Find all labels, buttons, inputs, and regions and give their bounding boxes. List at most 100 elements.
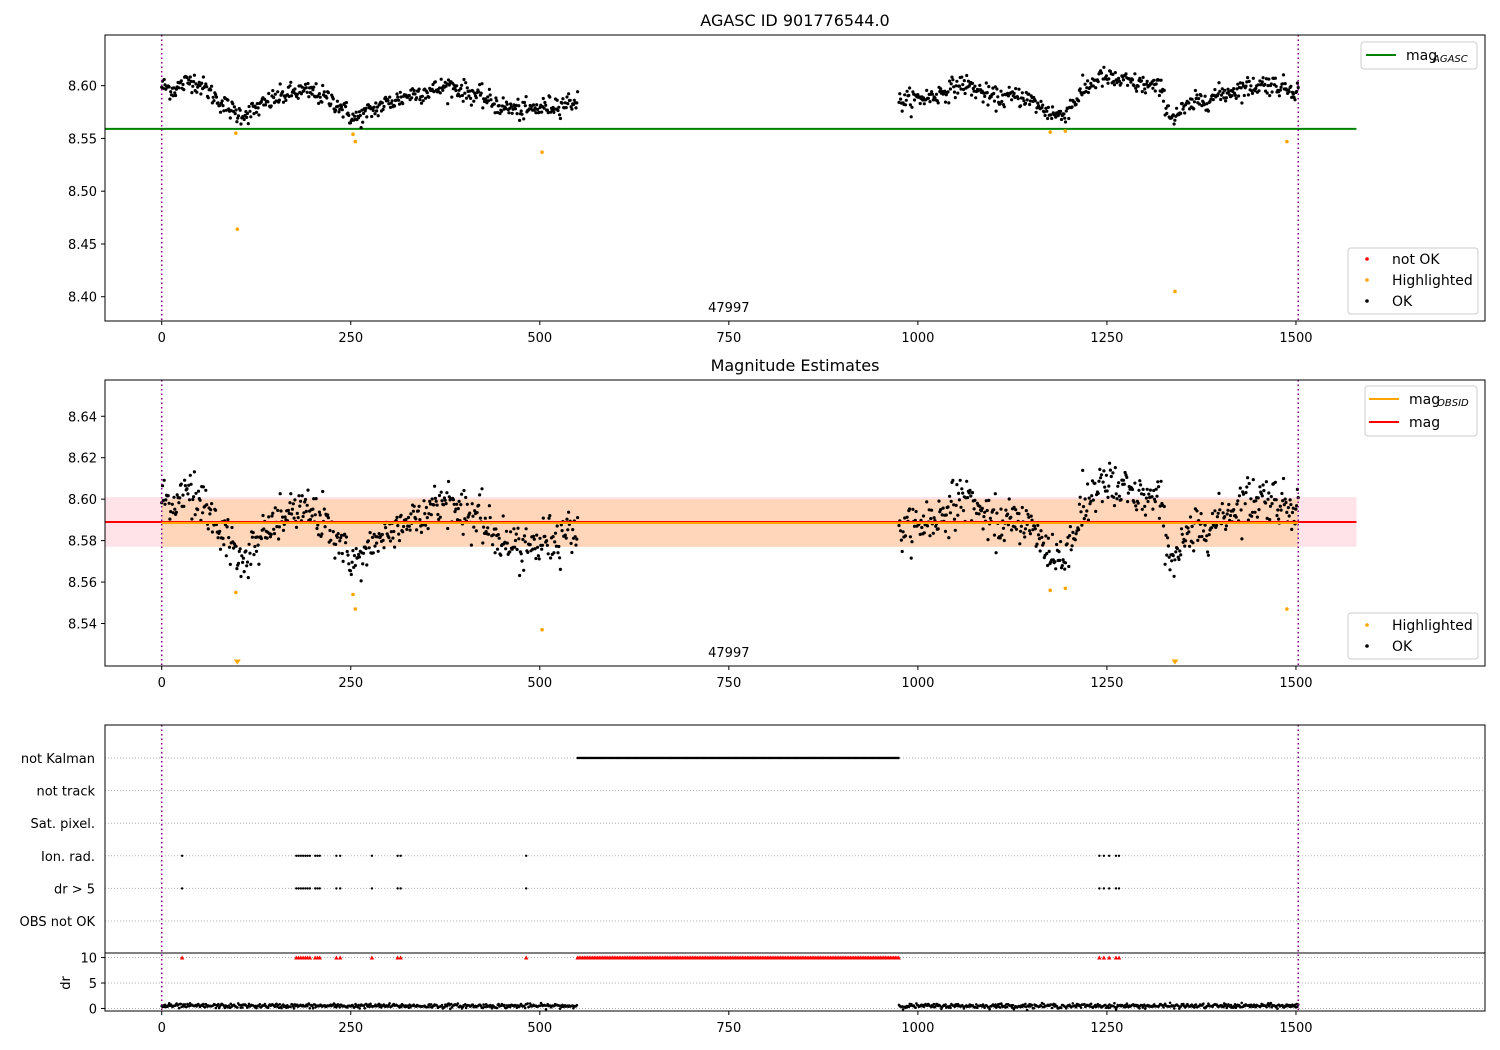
ok-point [1250, 91, 1255, 95]
x-tick-label: 750 [716, 331, 741, 346]
ok-point [1213, 509, 1217, 513]
ok-point [1103, 485, 1107, 489]
ok-point [537, 557, 541, 561]
ok-point [897, 523, 901, 528]
ok-point [943, 100, 948, 104]
dr-point [975, 1003, 978, 1006]
ok-point [1250, 514, 1254, 518]
ok-point [438, 515, 442, 519]
ok-point [1002, 105, 1006, 109]
ok-point [1152, 488, 1156, 493]
ok-point [1126, 500, 1130, 504]
ok-point [1107, 77, 1111, 81]
ok-point [290, 507, 294, 511]
ok-point [1077, 528, 1081, 532]
ok-point [229, 109, 233, 113]
ok-point [1068, 525, 1072, 529]
ok-point [961, 83, 965, 87]
ok-point [1290, 95, 1294, 99]
ok-point [1153, 89, 1157, 93]
ok-point [1238, 81, 1242, 85]
ok-point [1171, 554, 1175, 558]
ion-rad-point [304, 854, 307, 857]
ok-point [1054, 115, 1058, 119]
ok-point [1102, 469, 1106, 473]
y-tick-label: 8.55 [68, 132, 97, 147]
ok-point [287, 511, 291, 515]
ok-point [1023, 535, 1027, 539]
ok-point [194, 491, 198, 495]
ok-point [1065, 542, 1069, 546]
dr-point [1138, 1007, 1141, 1010]
ok-point [380, 532, 384, 537]
ok-point [198, 83, 202, 88]
ok-point [168, 517, 172, 521]
ok-point [306, 488, 310, 492]
ok-point [984, 499, 988, 503]
ok-point [259, 100, 263, 104]
ok-point [483, 516, 487, 520]
ok-point [1209, 97, 1213, 101]
ok-point [245, 111, 250, 116]
ok-point [232, 105, 236, 109]
flag-row-label: not track [36, 785, 95, 800]
ok-point [1069, 548, 1073, 552]
ok-point [557, 105, 561, 109]
ok-point [572, 98, 576, 102]
dr-point [572, 1006, 575, 1010]
dr-point [400, 1005, 403, 1009]
ok-point [1136, 501, 1140, 505]
ok-point [172, 495, 176, 499]
ok-point [235, 567, 239, 571]
ok-point [1143, 91, 1148, 95]
ok-point [411, 509, 415, 513]
dr-point [258, 1003, 262, 1006]
ok-point [541, 96, 545, 101]
dr-point [503, 1003, 506, 1007]
ok-point [241, 556, 245, 560]
ok-point [210, 530, 214, 534]
ok-point [1141, 487, 1145, 491]
ok-point [1050, 105, 1055, 109]
ok-point [292, 516, 296, 520]
ok-point [191, 84, 195, 88]
ok-point [326, 91, 330, 95]
ok-point [521, 537, 525, 542]
ok-point [1045, 551, 1049, 556]
ok-point [515, 547, 519, 552]
ok-point [251, 531, 255, 535]
ok-point [236, 114, 241, 118]
ok-point [341, 115, 345, 119]
ok-point [1133, 72, 1137, 76]
ok-point [1168, 568, 1172, 572]
dr-gt5-point [295, 887, 298, 890]
dr-point [1079, 1006, 1083, 1009]
dr-point [1114, 1007, 1118, 1011]
ok-point [419, 530, 424, 535]
ok-point [900, 549, 904, 554]
ok-point [1124, 473, 1128, 477]
ok-point [1101, 480, 1105, 484]
ok-point [936, 527, 940, 531]
ok-point [1036, 101, 1040, 105]
ok-point [1255, 515, 1259, 519]
ok-point [1293, 98, 1297, 102]
dr-point [445, 1004, 449, 1008]
ok-point [516, 97, 520, 101]
x-tick-label: 1250 [1090, 331, 1123, 346]
ok-point [500, 104, 504, 108]
ok-point [961, 509, 966, 513]
dr-point [311, 1006, 315, 1010]
ok-point [1045, 109, 1049, 113]
offscale-marker [1171, 659, 1179, 665]
dr-point [1265, 1005, 1268, 1009]
ok-point [1010, 98, 1014, 102]
ok-point [1183, 111, 1187, 115]
ok-point [452, 502, 456, 506]
ok-point [1016, 97, 1020, 101]
ok-point [484, 98, 488, 102]
dr-gt5-point [297, 887, 300, 890]
ok-point [1126, 491, 1130, 495]
ok-point [1223, 88, 1227, 92]
